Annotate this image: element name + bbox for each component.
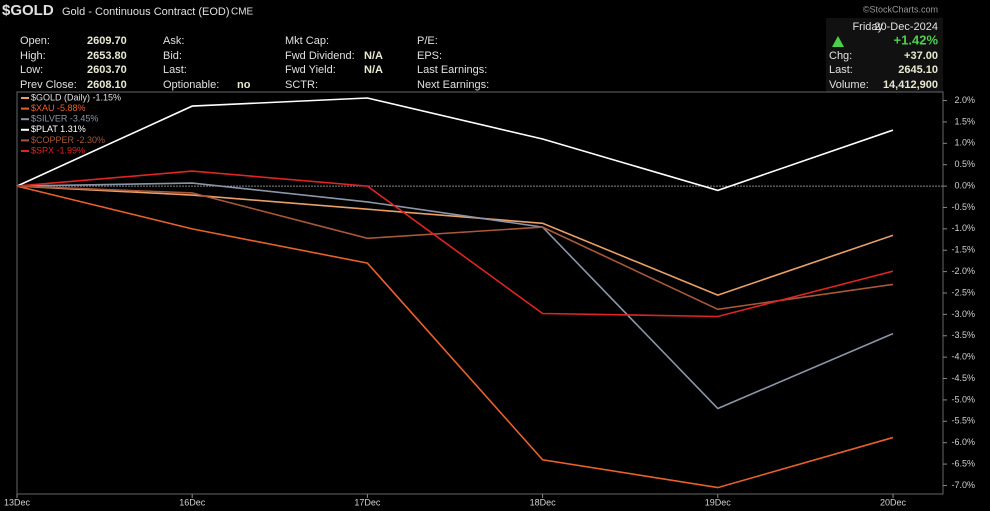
field-label: Mkt Cap: (285, 35, 329, 47)
legend-label: $SPX -1.99% (31, 145, 85, 155)
field-label: High: (20, 50, 46, 62)
quote-label: Volume: (829, 79, 869, 91)
y-tick-label: -3.5% (951, 330, 975, 340)
credit: ©StockCharts.com (863, 4, 938, 14)
legend-label: $XAU -5.88% (31, 103, 86, 113)
legend-label: $PLAT 1.31% (31, 124, 86, 134)
y-tick-label: -2.0% (951, 266, 975, 276)
y-tick-label: -1.0% (951, 223, 975, 233)
series-line (16, 185, 894, 489)
y-tick-label: 0.0% (954, 180, 975, 190)
quote-label: Last: (829, 64, 853, 76)
y-tick-label: -2.5% (951, 287, 975, 297)
y-tick-label: -5.0% (951, 394, 975, 404)
field-label: SCTR: (285, 79, 318, 91)
series-line (16, 170, 894, 318)
quote-box (826, 18, 943, 92)
date: 20-Dec-2024 (874, 21, 938, 33)
quote-value: 2645.10 (898, 64, 938, 76)
field-label: EPS: (417, 50, 442, 62)
x-tick-label: 13Dec (4, 497, 31, 507)
change-pct: +1.42% (894, 32, 939, 47)
series-line (16, 185, 894, 296)
x-tick-label: 19Dec (705, 497, 732, 507)
y-tick-label: -3.0% (951, 309, 975, 319)
up-arrow (832, 36, 844, 47)
field-label: Fwd Dividend: (285, 50, 355, 62)
y-tick-label: 2.0% (954, 95, 975, 105)
field-label: Optionable: (163, 79, 219, 91)
field-label: Ask: (163, 35, 184, 47)
field-value: 2609.70 (87, 35, 127, 47)
field-value: N/A (364, 64, 383, 76)
series-line (16, 97, 894, 192)
field-label: Fwd Yield: (285, 64, 336, 76)
series-line (16, 185, 894, 311)
field-label: Last Earnings: (417, 64, 487, 76)
field-label: Open: (20, 35, 50, 47)
field-label: Last: (163, 64, 187, 76)
field-value: 2608.10 (87, 79, 127, 91)
description: Gold - Continuous Contract (EOD) (62, 6, 230, 18)
field-value: 2603.70 (87, 64, 127, 76)
y-tick-label: 0.5% (954, 159, 975, 169)
y-tick-label: -0.5% (951, 202, 975, 212)
legend-label: $COPPER -2.30% (31, 135, 105, 145)
x-tick-label: 20Dec (880, 497, 907, 507)
x-tick-label: 16Dec (179, 497, 206, 507)
y-tick-label: -6.5% (951, 458, 975, 468)
field-label: Prev Close: (20, 79, 77, 91)
y-tick-label: -7.0% (951, 480, 975, 490)
y-tick-label: 1.5% (954, 116, 975, 126)
legend-label: $GOLD (Daily) -1.15% (31, 92, 121, 102)
quote-value: 14,412,900 (883, 79, 938, 91)
field-label: Low: (20, 64, 43, 76)
field-label: Next Earnings: (417, 79, 489, 91)
y-tick-label: -4.5% (951, 373, 975, 383)
series-line (16, 182, 894, 410)
y-tick-label: -1.5% (951, 245, 975, 255)
quote-label: Chg: (829, 50, 852, 62)
y-tick-label: -5.5% (951, 416, 975, 426)
field-value: N/A (364, 50, 383, 62)
y-tick-label: 1.0% (954, 138, 975, 148)
legend-label: $SILVER -3.45% (31, 114, 98, 124)
x-tick-label: 18Dec (530, 497, 557, 507)
y-tick-label: -4.0% (951, 352, 975, 362)
field-label: Bid: (163, 50, 182, 62)
field-value: no (237, 79, 251, 91)
day: Friday (852, 21, 883, 33)
y-tick-label: -6.0% (951, 437, 975, 447)
quote-value: +37.00 (904, 50, 938, 62)
field-value: 2653.80 (87, 50, 127, 62)
exchange: CME (231, 7, 254, 18)
symbol: $GOLD (2, 2, 54, 19)
x-tick-label: 17Dec (354, 497, 381, 507)
field-label: P/E: (417, 35, 438, 47)
